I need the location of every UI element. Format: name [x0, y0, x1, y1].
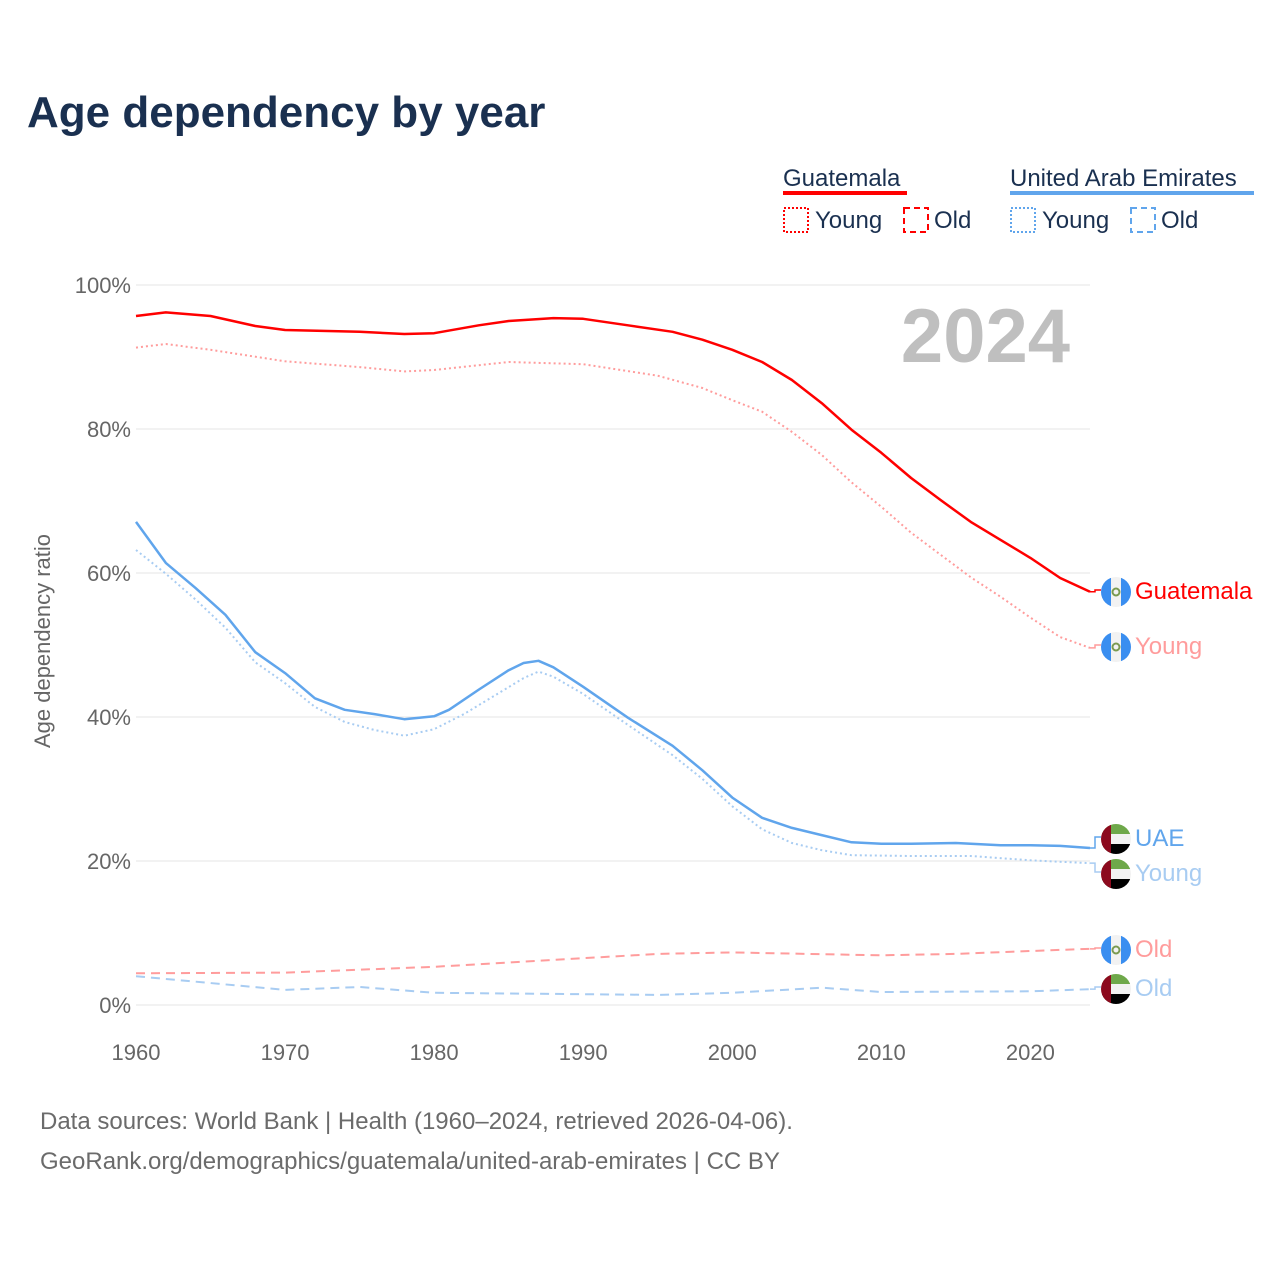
uae-flag-icon: [1101, 859, 1131, 889]
end-label: Old: [1090, 935, 1172, 965]
x-tick-label: 1970: [261, 1040, 310, 1065]
label-connector: [1090, 836, 1101, 849]
legend-young-label: Young: [815, 207, 882, 234]
end-labels: Guatemala Young UAE Young Old Old: [1090, 577, 1253, 1004]
flag-body: [1101, 935, 1131, 965]
flag-blue-left: [1101, 632, 1111, 662]
x-tick-label: 2020: [1006, 1040, 1055, 1065]
series-lines: [134, 311, 1091, 996]
flag-white: [1101, 834, 1131, 844]
x-tick-label: 1980: [410, 1040, 459, 1065]
x-tick-label: 1990: [559, 1040, 608, 1065]
flag-body: [1101, 824, 1131, 854]
legend-old-label: Old: [1161, 207, 1198, 234]
legend-dotted-swatch-icon: [783, 207, 809, 233]
flag-white: [1101, 984, 1131, 994]
flag-emblem: [1111, 642, 1121, 652]
flag-green: [1101, 824, 1131, 834]
end-label-text: Old: [1135, 975, 1172, 1002]
uae-flag-icon: [1101, 974, 1131, 1004]
end-label-text: Guatemala: [1135, 578, 1253, 605]
series-line-guatemala: [135, 311, 1091, 593]
flag-red: [1101, 824, 1111, 854]
y-tick-label: 60%: [87, 561, 131, 586]
legend-group: United Arab Emirates Young Old: [1010, 165, 1254, 234]
flag-body: [1101, 859, 1131, 889]
gridlines: 0% 20% 40% 60% 80% 100% 1960 1970 1980 1990 2000 20…: [75, 273, 1090, 1065]
end-label: UAE: [1090, 824, 1184, 854]
legend-group: Guatemala Young Old: [783, 165, 971, 234]
line-chart: Guatemala Young Old United Arab Emirates You…: [30, 165, 1254, 1065]
legend-dotted-swatch-icon: [1010, 207, 1036, 233]
flag-black: [1101, 844, 1131, 854]
y-tick-label: 0%: [99, 993, 131, 1018]
y-tick-label: 20%: [87, 849, 131, 874]
source-line-1: Data sources: World Bank | Health (1960–…: [40, 1108, 793, 1135]
end-label-text: UAE: [1135, 825, 1184, 852]
flag-green: [1101, 974, 1131, 984]
flag-blue-left: [1101, 935, 1111, 965]
flag-blue-right: [1121, 577, 1131, 607]
flag-black: [1101, 879, 1131, 889]
x-tick-label: 2010: [857, 1040, 906, 1065]
label-connector: [1090, 986, 1101, 990]
guatemala-flag-icon: [1101, 935, 1131, 965]
legend-dashed-swatch-icon: [1130, 207, 1156, 233]
end-label: Young: [1090, 859, 1202, 889]
year-watermark: 2024: [901, 294, 1070, 379]
flag-white: [1101, 869, 1131, 879]
flag-black: [1101, 994, 1131, 1004]
y-axis-label: Age dependency ratio: [30, 534, 55, 748]
guatemala-flag-icon: [1101, 632, 1131, 662]
end-label: Young: [1090, 632, 1202, 662]
series-line-uae: [134, 521, 1091, 850]
chart-title: Age dependency by year: [27, 88, 546, 137]
legend-young-label: Young: [1042, 207, 1109, 234]
guatemala-flag-icon: [1101, 577, 1131, 607]
end-label: Old: [1090, 974, 1172, 1004]
label-connector: [1090, 947, 1101, 950]
y-tick-label: 40%: [87, 705, 131, 730]
x-tick-label: 2000: [708, 1040, 757, 1065]
legend-dashed-swatch-icon: [903, 207, 929, 233]
flag-emblem: [1111, 587, 1121, 597]
flag-blue-left: [1101, 577, 1111, 607]
source-line-2[interactable]: GeoRank.org/demographics/guatemala/unite…: [40, 1148, 780, 1175]
label-connector: [1090, 862, 1101, 873]
flag-red: [1101, 974, 1111, 1004]
y-tick-label: 80%: [87, 417, 131, 442]
y-tick-label: 100%: [75, 273, 131, 298]
legend-country: Guatemala: [783, 165, 901, 192]
label-connector: [1090, 589, 1101, 593]
end-label-text: Young: [1135, 860, 1202, 887]
flag-body: [1101, 974, 1131, 1004]
legend: Guatemala Young Old United Arab Emirates You…: [783, 165, 1254, 234]
end-label-text: Young: [1135, 633, 1202, 660]
flag-red: [1101, 859, 1111, 889]
series-line-uae-old: [135, 975, 1091, 996]
label-connector: [1090, 644, 1101, 649]
flag-body: [1101, 577, 1131, 607]
flag-body: [1101, 632, 1131, 662]
end-label-text: Old: [1135, 936, 1172, 963]
legend-country: United Arab Emirates: [1010, 165, 1237, 192]
series-line-guatemala-young: [135, 343, 1091, 649]
series-line-guatemala-old: [135, 947, 1091, 975]
x-tick-label: 1960: [112, 1040, 161, 1065]
flag-blue-right: [1121, 632, 1131, 662]
flag-green: [1101, 859, 1131, 869]
flag-emblem: [1111, 945, 1121, 955]
series-line-uae-young: [135, 549, 1091, 865]
flag-blue-right: [1121, 935, 1131, 965]
end-label: Guatemala: [1090, 577, 1253, 607]
legend-old-label: Old: [934, 207, 971, 234]
uae-flag-icon: [1101, 824, 1131, 854]
